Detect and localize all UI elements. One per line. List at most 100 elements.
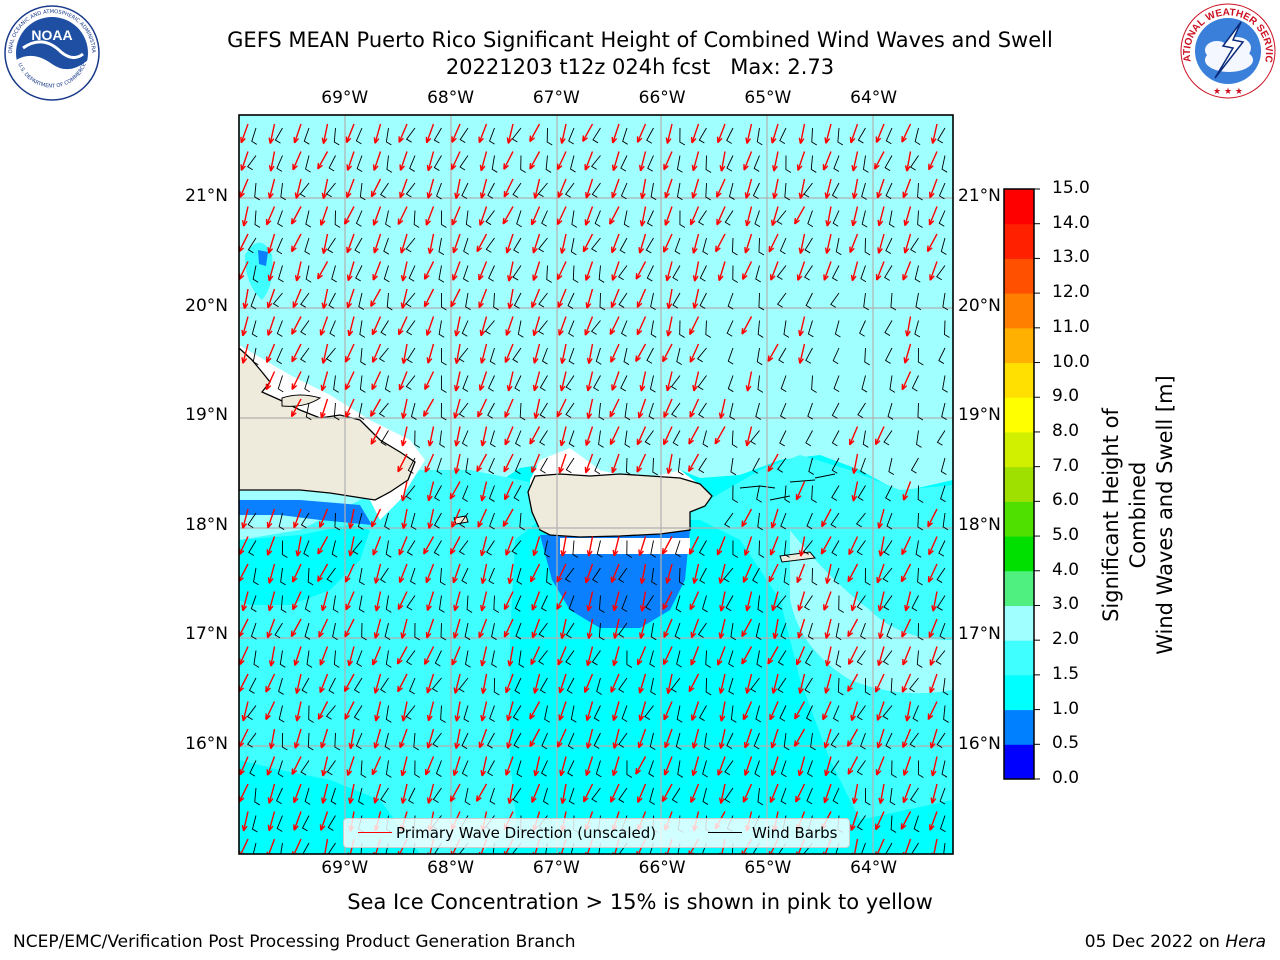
- wave-direction-arrow: [291, 316, 302, 335]
- wave-direction-arrow: [717, 261, 726, 282]
- wave-direction-arrow: [662, 233, 673, 253]
- wave-direction-arrow: [636, 453, 647, 473]
- wave-direction-arrow: [291, 756, 302, 775]
- wave-direction-arrow: [347, 316, 355, 337]
- wind-barb: [670, 375, 681, 391]
- wind-barb: [779, 430, 787, 447]
- map-legend: Primary Wave Direction (unscaled) Wind B…: [343, 818, 850, 848]
- wind-barb: [546, 127, 553, 146]
- wind-barb: [860, 732, 866, 750]
- wave-direction-arrow: [716, 178, 726, 198]
- wave-direction-arrow: [745, 206, 753, 227]
- wave-direction-arrow: [319, 316, 329, 336]
- wind-barb: [486, 732, 495, 749]
- wind-barb: [914, 320, 921, 338]
- wave-direction-arrow: [558, 316, 567, 336]
- wave-direction-arrow: [718, 673, 726, 694]
- wind-barb: [941, 760, 948, 778]
- wind-barb: [856, 595, 866, 611]
- wave-direction-arrow: [767, 343, 779, 362]
- wave-height-band-2-3-east: [790, 530, 953, 694]
- wind-barb: [647, 155, 654, 172]
- wind-barb: [856, 815, 866, 831]
- wind-barb: [433, 512, 442, 529]
- wind-barb: [939, 787, 946, 805]
- wave-direction-arrow: [851, 783, 859, 805]
- wave-direction-arrow: [479, 178, 488, 199]
- wind-barb: [803, 182, 813, 198]
- wind-barb: [807, 402, 814, 420]
- wave-direction-arrow: [797, 591, 806, 612]
- wind-barb: [356, 650, 363, 667]
- wave-direction-arrow: [480, 756, 488, 777]
- wave-direction-arrow: [742, 563, 753, 583]
- wave-direction-arrow: [242, 288, 249, 310]
- wave-direction-arrow: [529, 151, 541, 170]
- wind-barb: [619, 237, 628, 254]
- wave-direction-arrow: [849, 426, 859, 446]
- wave-direction-arrow: [666, 288, 673, 310]
- wind-barb: [756, 650, 763, 668]
- wind-barb: [572, 540, 579, 558]
- wave-direction-arrow: [401, 508, 408, 530]
- wave-direction-arrow: [849, 123, 859, 144]
- wind-barb: [488, 485, 495, 502]
- wave-direction-arrow: [692, 563, 700, 584]
- wave-direction-arrow: [718, 728, 726, 749]
- wind-barb: [885, 127, 893, 145]
- wind-barb: [833, 375, 840, 392]
- wind-barb: [780, 622, 787, 640]
- wind-barb: [333, 375, 339, 393]
- lon-tick-label-top: 64°W: [850, 88, 898, 108]
- wind-barb: [724, 512, 734, 528]
- wind-barb: [250, 595, 257, 613]
- wind-barb: [570, 237, 577, 256]
- wind-barb: [358, 595, 365, 613]
- wind-barb: [732, 485, 739, 503]
- wind-barb: [698, 457, 707, 474]
- wave-direction-arrow: [849, 233, 859, 254]
- wind-barb: [831, 485, 840, 501]
- wave-direction-arrow: [821, 508, 832, 528]
- wave-direction-arrow: [319, 811, 329, 831]
- wave-direction-arrow: [372, 206, 382, 226]
- wind-barb: [272, 292, 283, 308]
- lon-tick-label-bottom: 67°W: [532, 858, 580, 878]
- wind-barb: [405, 127, 416, 143]
- wave-direction-arrow: [425, 756, 435, 776]
- wave-direction-arrow: [877, 618, 885, 639]
- wave-direction-arrow: [451, 123, 461, 143]
- wave-direction-arrow: [400, 783, 408, 804]
- wave-direction-arrow: [505, 756, 514, 776]
- wind-barb: [247, 155, 257, 171]
- wind-barb: [674, 622, 681, 640]
- wind-barb: [730, 705, 737, 723]
- wind-barb: [511, 540, 522, 555]
- wave-direction-arrow: [478, 288, 488, 309]
- wind-barb: [594, 210, 601, 227]
- wind-barb: [618, 292, 628, 308]
- wave-direction-arrow: [559, 371, 567, 392]
- wave-direction-arrow: [900, 563, 912, 583]
- wind-barb: [942, 292, 949, 311]
- wave-direction-arrow: [560, 783, 567, 805]
- wave-direction-arrow: [267, 783, 276, 804]
- wave-direction-arrow: [265, 673, 276, 693]
- colorbar-tick-label: 6.0: [1052, 490, 1080, 511]
- wind-barb: [784, 182, 791, 201]
- wave-direction-arrow: [609, 426, 620, 446]
- colorbar-segment: [1004, 258, 1034, 294]
- wind-barb: [433, 540, 442, 556]
- wave-direction-arrow: [902, 261, 912, 281]
- wave-direction-arrow: [557, 288, 567, 308]
- wind-barb: [434, 485, 442, 502]
- wave-direction-arrow: [398, 123, 408, 143]
- wind-barb: [914, 127, 921, 145]
- wind-barb: [785, 155, 792, 173]
- wave-direction-arrow: [847, 756, 859, 775]
- wind-barb: [487, 760, 495, 777]
- wind-barb: [758, 540, 765, 558]
- colorbar-label-line-1: Significant Height of Combined: [1099, 408, 1150, 622]
- wind-barb: [333, 402, 340, 421]
- noaa-logo: NOAA NATIONAL OCEANIC AND ATMOSPHERIC AD…: [3, 4, 100, 101]
